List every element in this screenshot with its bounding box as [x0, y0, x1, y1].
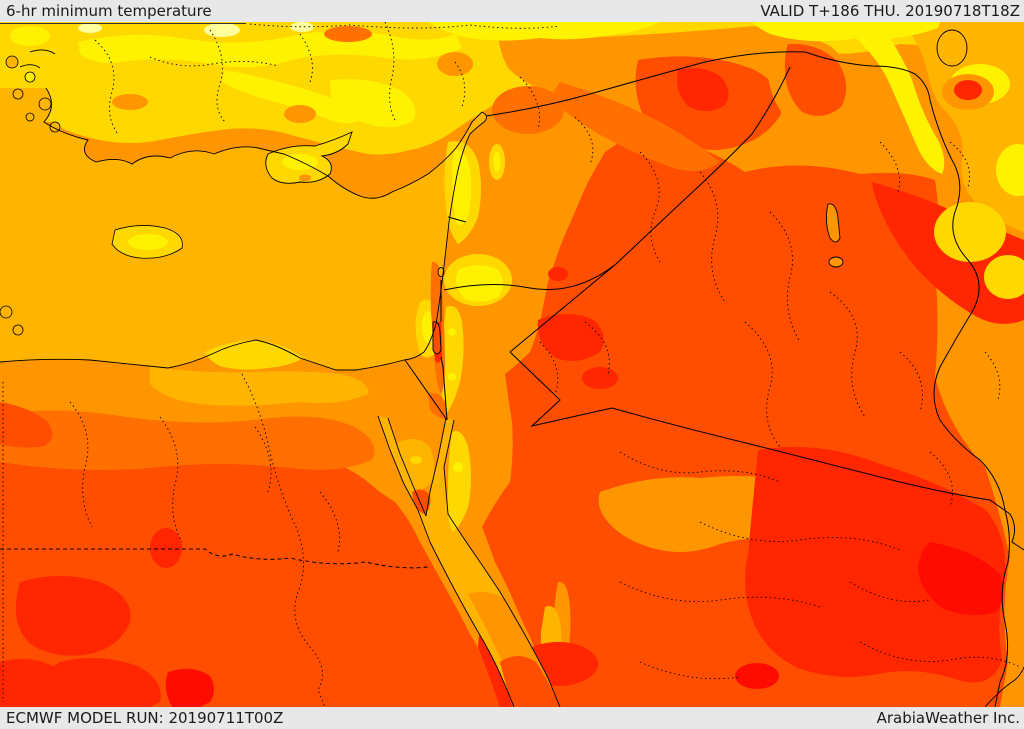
red-sea-coastline	[377, 415, 561, 707]
lebanon-yellow-ridge	[452, 149, 472, 226]
ne-top-yellow-band	[752, 22, 940, 42]
island	[12, 88, 24, 100]
egypt-red-2	[37, 658, 161, 707]
island	[38, 97, 52, 111]
pale-spot-2	[290, 22, 314, 32]
ejordan-red-3	[548, 267, 568, 281]
euphrates-warm-band	[550, 82, 720, 171]
lake-razzaza	[828, 256, 844, 268]
weather-map	[0, 22, 1024, 707]
country-borders	[404, 51, 1024, 707]
red-sea-bottom-hot	[500, 656, 560, 707]
turkey-orange-spot-1	[437, 52, 473, 76]
iran-gold-2	[984, 255, 1024, 299]
egypt-band-fill	[0, 410, 375, 470]
egypt-hottest	[165, 668, 214, 707]
ejordan-red-1	[537, 314, 604, 361]
island	[24, 71, 36, 83]
egypt-red-corner	[0, 658, 64, 707]
temperature-contour-map	[0, 22, 1024, 707]
border-yellow-diagonal	[838, 22, 945, 174]
rhodes-yellow-core	[128, 234, 168, 250]
jordan-plateau-gold	[441, 306, 464, 414]
coastline	[0, 49, 1024, 707]
pale-spot-3	[78, 23, 102, 33]
sea-of-galilee	[437, 267, 445, 277]
model-run-label: ECMWF MODEL RUN: 20190711T00Z	[6, 709, 284, 727]
egypt-coast-mild-band	[150, 366, 369, 406]
header-bar: 6-hr minimum temperature VALID T+186 THU…	[0, 0, 1024, 22]
egypt-red-1	[15, 576, 131, 656]
attribution-label: ArabiaWeather Inc.	[876, 709, 1020, 727]
sinai-gold-dot	[410, 456, 422, 464]
golan-yellow	[456, 265, 503, 302]
mediterranean-sea	[0, 88, 487, 370]
valid-time-label: VALID T+186 THU. 20190718T18Z	[760, 2, 1020, 20]
lake-urmia	[936, 29, 968, 67]
turkey-orange-spot-2	[284, 105, 316, 123]
island	[12, 324, 24, 336]
sinai-tip-hot	[412, 489, 431, 514]
cyprus-south-warm-dot	[299, 174, 311, 182]
ejordan-red-2	[582, 367, 618, 389]
thrace-yellow	[10, 26, 50, 46]
saudi-hottest	[735, 663, 779, 689]
east-turkey-hot	[784, 43, 847, 116]
se-iraq-hottest	[918, 542, 1004, 616]
se-iraq-red	[745, 447, 1006, 683]
island	[0, 305, 13, 319]
syria-warm-blob	[492, 86, 564, 134]
lakes	[432, 29, 968, 355]
ne-syria-hot-core	[677, 68, 729, 111]
pale-spot-1	[204, 23, 240, 37]
egypt-red-3	[150, 528, 182, 568]
turkey-yellow-ribbon-2	[222, 70, 368, 124]
aqaba-east-gold-stripe	[447, 431, 471, 532]
ghab-yellow	[493, 152, 501, 172]
judea-yellow-core	[422, 311, 434, 343]
egypt-sudan-border	[0, 548, 429, 569]
midian-yellow-dot	[453, 462, 463, 472]
admin-boundaries	[2, 22, 1021, 707]
turkey-orange-spot-3	[112, 94, 148, 110]
footer-bar: ECMWF MODEL RUN: 20190711T00Z ArabiaWeat…	[0, 707, 1024, 729]
jordan-yellow-dot-2	[448, 373, 456, 381]
iran-hot-spot	[954, 80, 982, 100]
south-egypt-hot-fill	[0, 448, 505, 707]
turkey-warm-spot	[324, 26, 372, 42]
lake-tharthar	[825, 203, 841, 243]
island	[25, 112, 35, 122]
jordan-yellow-dot-1	[448, 328, 456, 336]
map-title: 6-hr minimum temperature	[6, 2, 212, 20]
top-edge-yellow-band	[428, 22, 660, 41]
turkey-yellow-ribbon-1	[78, 31, 462, 68]
gulf-of-aqaba	[426, 418, 454, 516]
iran-gold-1	[934, 202, 1006, 262]
island	[5, 55, 19, 69]
egypt-west-hot-spot	[0, 402, 53, 448]
iran-yellow-2	[996, 144, 1024, 196]
antalya-yellow	[330, 79, 416, 128]
